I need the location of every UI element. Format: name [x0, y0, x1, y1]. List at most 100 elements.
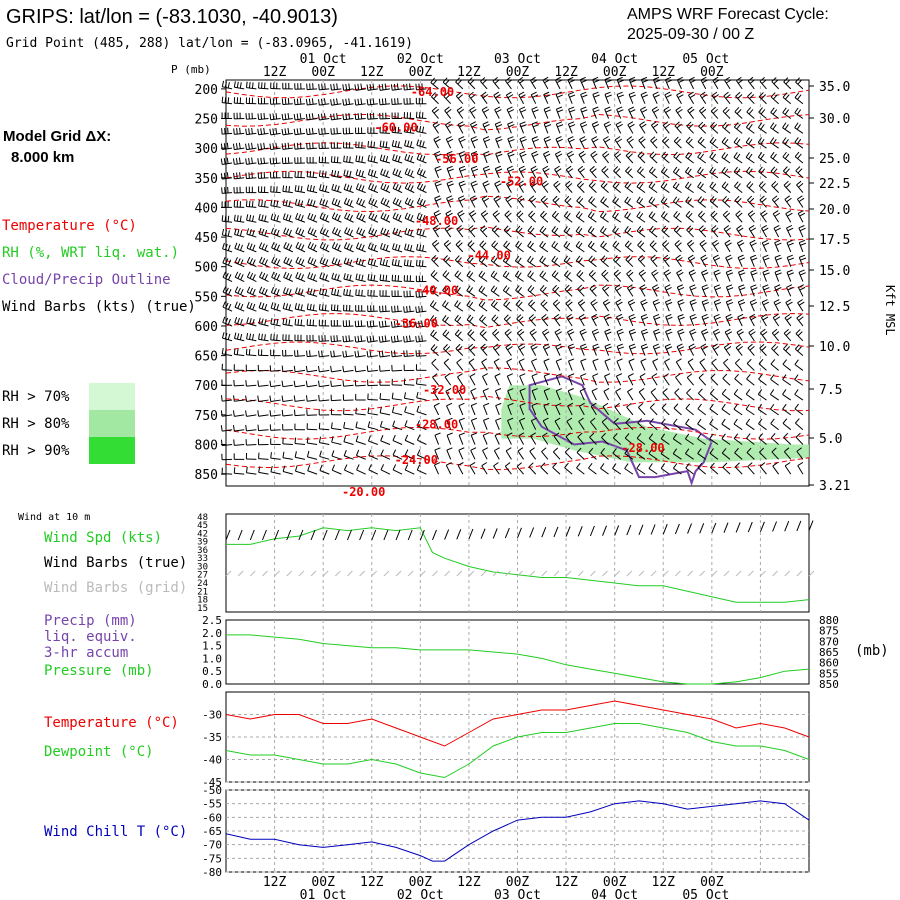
wind-barb-flag	[421, 245, 425, 252]
wind-barb-shaft	[356, 440, 366, 445]
wind-barb-shaft	[392, 310, 403, 313]
wind-barb-flag	[392, 212, 396, 219]
wind-barb	[403, 392, 415, 401]
wind-barb-flag	[357, 350, 360, 357]
wind-barb-shaft	[519, 390, 525, 401]
wind-barb-shaft	[294, 384, 306, 388]
wind-barb-flag	[542, 286, 547, 293]
wind-barb-flag	[296, 142, 299, 149]
wind-barb	[493, 358, 500, 371]
wind-barb-flag	[343, 449, 347, 456]
wind-barb-shaft	[503, 229, 512, 238]
wind-barb-flag	[504, 328, 510, 334]
wind-barb-flag	[273, 334, 275, 341]
wind-barb-shaft	[527, 245, 537, 253]
wind-barb-flag	[312, 200, 316, 207]
wind-barb-flag	[397, 155, 401, 162]
wind-barb-shaft	[494, 183, 500, 193]
wind-barb-flag	[306, 287, 310, 294]
wind-barb-flag	[236, 172, 238, 179]
wind-barb-shaft	[470, 138, 476, 149]
wind-barb-shaft	[404, 295, 415, 298]
wind-barb	[220, 142, 233, 150]
wind-barb-flag	[469, 106, 475, 111]
wind-barb-flag	[517, 227, 523, 233]
wind-barb-flag	[556, 388, 562, 392]
wind-barb-shaft	[356, 232, 366, 238]
wind-barb-flag	[415, 336, 417, 343]
temperature-contour	[225, 113, 810, 131]
wind-barb-shaft	[530, 346, 537, 356]
wind-barb-shaft	[295, 277, 306, 282]
wind-barb-flag	[444, 301, 449, 308]
wind-barb	[390, 320, 403, 328]
wind-barb-flag	[355, 273, 358, 280]
wind-barb-shaft	[433, 405, 439, 416]
wind-barb-shaft	[404, 173, 415, 179]
wind-barb-flag	[373, 274, 376, 281]
wind-barb	[457, 121, 465, 134]
wind-barb-flag	[373, 259, 377, 266]
wind-barb-flag	[540, 462, 546, 468]
wind-barb	[416, 167, 427, 179]
wind-barb-flag	[222, 242, 225, 249]
wind-barb	[306, 303, 318, 312]
wind-barb	[458, 447, 465, 460]
wind-barb-flag	[421, 335, 423, 342]
wind-barb-flag	[471, 165, 478, 169]
wind-barb-shaft	[543, 361, 549, 371]
wind-barb-flag	[532, 109, 539, 113]
wind-barb	[271, 271, 281, 282]
wind-barb-flag	[220, 158, 223, 165]
wind-barb-flag	[333, 127, 335, 135]
wind-barb-flag	[418, 335, 420, 342]
wind-barb-shaft	[258, 414, 269, 417]
wind-barb	[306, 287, 318, 297]
wind-barb-shaft	[455, 244, 464, 253]
wind-barb-flag	[331, 450, 335, 457]
wind-barb-flag	[467, 240, 473, 246]
wind-barb	[283, 271, 294, 282]
wind-barb	[490, 285, 500, 297]
wind-barb-flag	[346, 184, 350, 191]
wind-barb-flag	[544, 121, 551, 125]
wind-barb	[392, 420, 403, 431]
wind-barb-shaft	[367, 325, 378, 328]
wind-barb-flag	[273, 287, 277, 294]
wind-barb-flag	[249, 302, 253, 309]
wind-barb	[331, 197, 342, 208]
wind-barb-shaft	[467, 81, 476, 90]
wind-barb-flag	[372, 320, 375, 327]
wind-barb	[531, 121, 539, 134]
wind-barb-flag	[284, 98, 287, 105]
wind-barb-flag	[355, 169, 359, 176]
wind-barb-flag	[530, 165, 537, 170]
wind-barb	[493, 447, 500, 460]
wind-barb-shaft	[355, 384, 366, 387]
wind-barb-flag	[393, 335, 396, 342]
wind-barb-flag	[248, 128, 250, 135]
wind-barb	[319, 198, 330, 208]
wind-barb-flag	[343, 242, 348, 249]
wind-barb-flag	[300, 185, 303, 193]
wind-barb-shaft	[454, 333, 464, 342]
wind-barb-flag	[435, 168, 442, 172]
wind-barb-flag	[397, 141, 400, 148]
wind-barb	[555, 373, 563, 386]
wind-barb-flag	[507, 388, 514, 392]
wind-barb-flag	[469, 242, 475, 248]
wind-barb	[456, 225, 464, 238]
wind-barb	[281, 409, 293, 417]
wind-barb-flag	[495, 183, 502, 187]
wind-barb-shaft	[258, 219, 269, 223]
wind-barb-shaft	[392, 454, 403, 460]
wind-barb-shaft	[258, 369, 269, 372]
wind-barb-flag	[443, 255, 448, 261]
wind-barb-flag	[330, 128, 332, 135]
wind-barb	[482, 447, 489, 460]
wind-barb	[503, 240, 512, 253]
wind-barb	[355, 305, 366, 312]
wind-barb-shaft	[222, 321, 233, 327]
wind-barb-flag	[234, 271, 239, 278]
wind-barb	[543, 388, 550, 401]
